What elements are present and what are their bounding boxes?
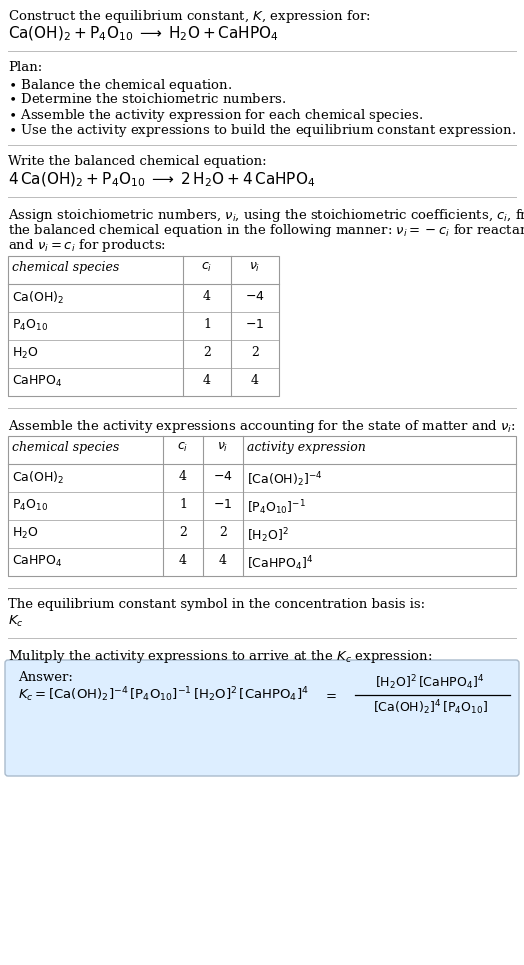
Text: $\mathrm{4\,Ca(OH)_2 + P_4O_{10} \;\longrightarrow\; 2\,H_2O + 4\,CaHPO_4}$: $\mathrm{4\,Ca(OH)_2 + P_4O_{10} \;\long… — [8, 171, 315, 189]
Text: 4: 4 — [219, 554, 227, 567]
Text: 2: 2 — [251, 346, 259, 359]
Text: 4: 4 — [251, 374, 259, 387]
Text: $\mathrm{P_4O_{10}}$: $\mathrm{P_4O_{10}}$ — [12, 318, 48, 333]
Text: The equilibrium constant symbol in the concentration basis is:: The equilibrium constant symbol in the c… — [8, 598, 425, 611]
Text: $K_c = [\mathrm{Ca(OH)_2}]^{-4}\,[\mathrm{P_4O_{10}}]^{-1}\,[\mathrm{H_2O}]^{2}\: $K_c = [\mathrm{Ca(OH)_2}]^{-4}\,[\mathr… — [18, 686, 309, 704]
Text: 2: 2 — [203, 346, 211, 359]
Text: 4: 4 — [203, 290, 211, 303]
FancyBboxPatch shape — [5, 660, 519, 776]
Text: $\mathrm{Ca(OH)_2 + P_4O_{10} \;\longrightarrow\; H_2O + CaHPO_4}$: $\mathrm{Ca(OH)_2 + P_4O_{10} \;\longrig… — [8, 25, 279, 43]
Bar — [8, 436, 516, 576]
Text: $\bullet$ Determine the stoichiometric numbers.: $\bullet$ Determine the stoichiometric n… — [8, 92, 286, 106]
Text: $c_i$: $c_i$ — [201, 261, 213, 274]
Text: $-4$: $-4$ — [245, 290, 265, 303]
Text: $-1$: $-1$ — [213, 498, 233, 511]
Text: 2: 2 — [219, 526, 227, 539]
Text: $[\mathrm{P_4O_{10}}]^{-1}$: $[\mathrm{P_4O_{10}}]^{-1}$ — [247, 498, 306, 516]
Text: $\nu_i$: $\nu_i$ — [217, 441, 228, 455]
Text: $\mathrm{P_4O_{10}}$: $\mathrm{P_4O_{10}}$ — [12, 498, 48, 513]
Text: Answer:: Answer: — [18, 671, 73, 684]
Text: Plan:: Plan: — [8, 61, 42, 74]
Text: $\bullet$ Assemble the activity expression for each chemical species.: $\bullet$ Assemble the activity expressi… — [8, 107, 423, 124]
Text: and $\nu_i = c_i$ for products:: and $\nu_i = c_i$ for products: — [8, 237, 166, 254]
Text: $=$: $=$ — [323, 688, 337, 702]
Text: Write the balanced chemical equation:: Write the balanced chemical equation: — [8, 155, 267, 168]
Text: chemical species: chemical species — [12, 261, 119, 274]
Text: 2: 2 — [179, 526, 187, 539]
Text: $\mathrm{H_2O}$: $\mathrm{H_2O}$ — [12, 346, 39, 361]
Text: 4: 4 — [179, 554, 187, 567]
Text: 1: 1 — [179, 498, 187, 511]
Text: $\mathrm{Ca(OH)_2}$: $\mathrm{Ca(OH)_2}$ — [12, 470, 64, 486]
Text: activity expression: activity expression — [247, 441, 366, 454]
Text: the balanced chemical equation in the following manner: $\nu_i = -c_i$ for react: the balanced chemical equation in the fo… — [8, 222, 524, 239]
Text: $[\mathrm{H_2O}]^{2}$: $[\mathrm{H_2O}]^{2}$ — [247, 526, 289, 544]
Text: Assign stoichiometric numbers, $\nu_i$, using the stoichiometric coefficients, $: Assign stoichiometric numbers, $\nu_i$, … — [8, 207, 524, 224]
Text: Construct the equilibrium constant, $K$, expression for:: Construct the equilibrium constant, $K$,… — [8, 8, 370, 25]
Text: 1: 1 — [203, 318, 211, 331]
Text: Assemble the activity expressions accounting for the state of matter and $\nu_i$: Assemble the activity expressions accoun… — [8, 418, 516, 435]
Text: $K_c$: $K_c$ — [8, 614, 24, 629]
Text: Mulitply the activity expressions to arrive at the $K_c$ expression:: Mulitply the activity expressions to arr… — [8, 648, 432, 665]
Text: $-4$: $-4$ — [213, 470, 233, 483]
Text: $\mathrm{H_2O}$: $\mathrm{H_2O}$ — [12, 526, 39, 541]
Text: $\nu_i$: $\nu_i$ — [249, 261, 260, 274]
Text: $[\mathrm{CaHPO_4}]^{4}$: $[\mathrm{CaHPO_4}]^{4}$ — [247, 554, 313, 572]
Text: $\mathrm{Ca(OH)_2}$: $\mathrm{Ca(OH)_2}$ — [12, 290, 64, 306]
Text: $\mathrm{CaHPO_4}$: $\mathrm{CaHPO_4}$ — [12, 374, 62, 389]
Text: 4: 4 — [179, 470, 187, 483]
Text: 4: 4 — [203, 374, 211, 387]
Text: $\bullet$ Balance the chemical equation.: $\bullet$ Balance the chemical equation. — [8, 77, 233, 94]
Text: $[\mathrm{H_2O}]^{2}\,[\mathrm{CaHPO_4}]^{4}$: $[\mathrm{H_2O}]^{2}\,[\mathrm{CaHPO_4}]… — [375, 674, 485, 692]
Text: $[\mathrm{Ca(OH)_2}]^{4}\,[\mathrm{P_4O_{10}}]$: $[\mathrm{Ca(OH)_2}]^{4}\,[\mathrm{P_4O_… — [373, 698, 487, 717]
Text: $-1$: $-1$ — [245, 318, 265, 331]
Text: $\bullet$ Use the activity expressions to build the equilibrium constant express: $\bullet$ Use the activity expressions t… — [8, 122, 516, 139]
Text: $[\mathrm{Ca(OH)_2}]^{-4}$: $[\mathrm{Ca(OH)_2}]^{-4}$ — [247, 470, 323, 488]
Text: $\mathrm{CaHPO_4}$: $\mathrm{CaHPO_4}$ — [12, 554, 62, 569]
Text: $c_i$: $c_i$ — [177, 441, 189, 455]
Text: chemical species: chemical species — [12, 441, 119, 454]
Bar — [8, 256, 279, 396]
